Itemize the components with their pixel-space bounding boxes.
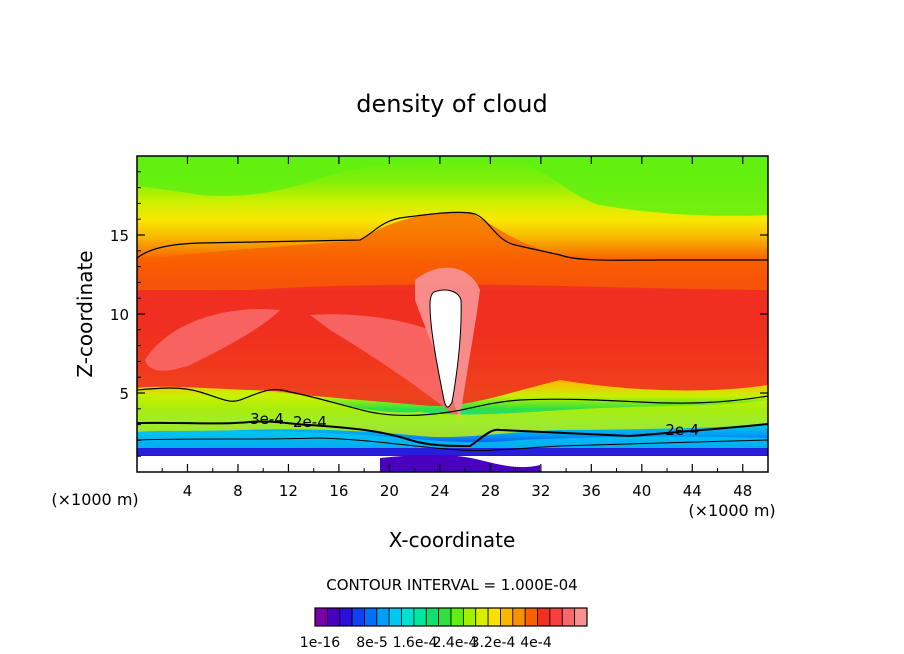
colorbar-label: 3.2e-4 <box>471 635 516 651</box>
contour-line-upper <box>137 211 768 261</box>
x-axis: 4 8 12 16 20 24 28 32 36 40 44 48 <box>161 156 752 500</box>
colorbar-swatch <box>512 607 526 627</box>
yellow-green-band <box>137 390 768 438</box>
x-axis-label: X-coordinate <box>389 528 516 552</box>
pink-patch-left <box>145 309 280 371</box>
contour-label: 2e-4 <box>665 421 699 439</box>
contour-label: 3e-4 <box>250 410 284 428</box>
colorbar-swatch <box>401 607 415 627</box>
colorbar-swatch <box>574 607 588 627</box>
x-tick-label: 4 <box>183 482 193 500</box>
y-axis: 5 10 15 <box>110 171 768 457</box>
colorbar-swatch <box>549 607 563 627</box>
colorbar-swatch <box>561 607 576 627</box>
x-tick-label: 40 <box>632 482 651 500</box>
colorbar-swatch <box>364 607 378 627</box>
colorbar-swatch <box>314 607 328 627</box>
colorbar-swatch <box>450 607 464 627</box>
cloud-core <box>429 289 462 408</box>
colorbar-label: 1.6e-4 <box>393 635 438 651</box>
colorbar-swatch <box>339 607 353 627</box>
contour-interval: CONTOUR INTERVAL = 1.000E-04 <box>326 576 577 594</box>
upper-band <box>137 156 768 216</box>
y-tick-label: 10 <box>110 306 129 324</box>
x-unit-right: (×1000 m) <box>688 501 775 520</box>
colorbar-swatch <box>475 607 489 627</box>
colorbar-swatch <box>388 607 402 627</box>
contour-line-lower <box>137 437 768 452</box>
colorbar <box>314 607 588 627</box>
colorbar-swatch <box>413 607 427 627</box>
colorbar-swatch <box>351 607 365 627</box>
x-tick-label: 8 <box>233 482 243 500</box>
colorbar-swatch <box>462 607 477 627</box>
low-dip <box>380 454 540 472</box>
colorbar-swatch <box>487 607 501 627</box>
contour-labels: 2e-4 2e-4 3e-4 <box>250 410 699 439</box>
colorbar-frame <box>314 607 588 627</box>
y-tick-label: 15 <box>110 227 129 245</box>
colorbar-label: 4e-4 <box>520 635 552 651</box>
colorbar-swatch <box>524 607 538 627</box>
orange-band <box>137 211 768 290</box>
plot-area <box>137 156 768 472</box>
colorbar-swatch <box>500 607 514 627</box>
colorbar-labels: 1e-16 8e-5 1.6e-42.4e-43.2e-4 4e-4 <box>300 635 552 651</box>
colorbar-swatch <box>425 607 440 627</box>
x-tick-label: 12 <box>279 482 298 500</box>
colorbar-label: 8e-5 <box>356 635 387 651</box>
x-tick-label: 16 <box>329 482 348 500</box>
contour-line-2e-4 <box>137 420 768 448</box>
y-tick-label: 5 <box>119 385 129 403</box>
colorbar-label: 2.4e-4 <box>433 635 478 651</box>
colorbar-label: 1e-16 <box>300 635 340 651</box>
colorbar-swatch <box>438 607 452 627</box>
x-tick-label: 44 <box>683 482 702 500</box>
contour-line-mid <box>137 387 768 417</box>
x-tick-label: 48 <box>733 482 752 500</box>
chart-title: density of cloud <box>356 90 547 118</box>
colorbar-swatch <box>376 607 390 627</box>
contour-label: 2e-4 <box>293 413 327 431</box>
colorbar-swatch <box>326 607 341 627</box>
x-tick-label: 36 <box>582 482 601 500</box>
x-tick-label: 20 <box>380 482 399 500</box>
pink-patch-center <box>310 314 460 420</box>
x-tick-label: 28 <box>481 482 500 500</box>
colorbar-swatch <box>537 607 551 627</box>
x-tick-label: 32 <box>531 482 550 500</box>
x-tick-label: 24 <box>430 482 449 500</box>
y-axis-label: Z-coordinate <box>73 250 97 377</box>
x-unit-left: (×1000 m) <box>51 490 138 509</box>
